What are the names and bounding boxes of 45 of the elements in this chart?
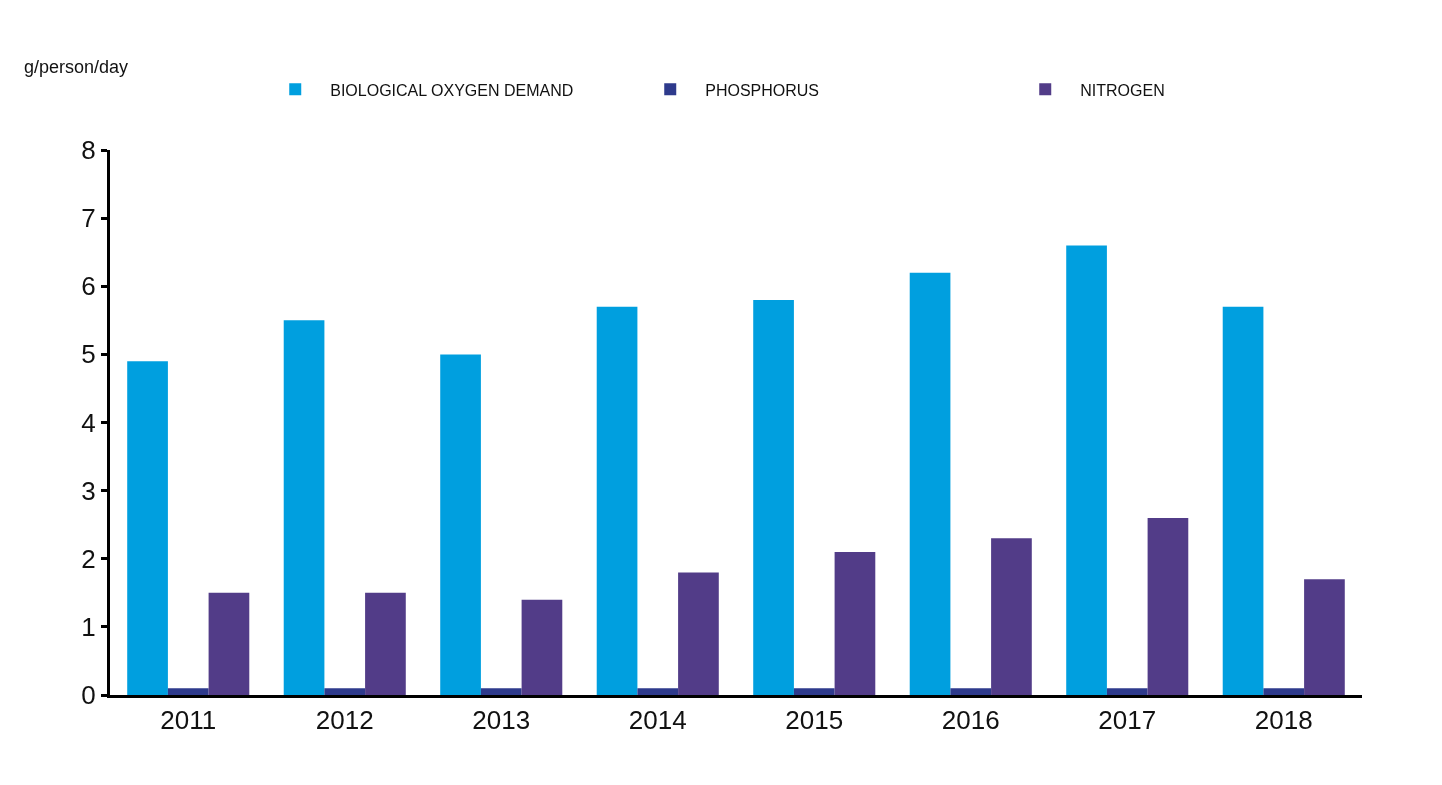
y-tick-label: 5	[81, 339, 96, 370]
legend-label: PHOSPHORUS	[705, 81, 820, 99]
legend-label: BIOLOGICAL OXYGEN DEMAND	[330, 81, 574, 99]
legend-label: NITROGEN	[1080, 81, 1165, 99]
bar	[208, 592, 250, 695]
bar	[440, 354, 481, 695]
y-tick-label: 6	[81, 271, 96, 302]
bar	[167, 688, 209, 695]
y-tick-label: 3	[81, 475, 96, 506]
y-tick-label: 2	[81, 543, 96, 574]
bar	[1106, 688, 1148, 695]
bar	[1147, 517, 1189, 695]
y-axis-title: g/person/day	[24, 57, 129, 77]
x-tick-label: 2012	[315, 705, 374, 736]
bar	[1263, 688, 1305, 695]
bar	[324, 688, 366, 695]
x-tick-label: 2014	[628, 705, 687, 736]
bar	[596, 306, 638, 695]
bar	[480, 688, 522, 695]
y-tick-label: 4	[81, 407, 96, 438]
bar	[283, 320, 325, 695]
x-tick-label: 2017	[1098, 705, 1157, 736]
x-tick-label: 2011	[160, 705, 217, 736]
bar	[753, 299, 794, 695]
bar	[365, 592, 406, 695]
x-tick-label: 2013	[472, 705, 531, 736]
bar	[834, 551, 876, 695]
x-tick-label: 2016	[941, 705, 1000, 736]
bar	[521, 599, 563, 695]
y-tick-label: 1	[81, 611, 96, 642]
bar	[793, 688, 835, 695]
bar	[678, 572, 719, 695]
y-tick-label: 7	[81, 203, 96, 234]
bar	[1304, 579, 1345, 695]
bar	[991, 538, 1032, 695]
bar	[1222, 306, 1264, 695]
bar	[1066, 245, 1107, 695]
bar	[950, 688, 992, 695]
x-tick-label: 2015	[785, 705, 844, 736]
x-tick-label: 2018	[1254, 705, 1313, 736]
y-tick-label: 0	[81, 680, 96, 711]
bar	[127, 361, 168, 695]
bar	[637, 688, 679, 695]
y-tick-label: 8	[81, 135, 96, 166]
bar	[909, 272, 951, 695]
